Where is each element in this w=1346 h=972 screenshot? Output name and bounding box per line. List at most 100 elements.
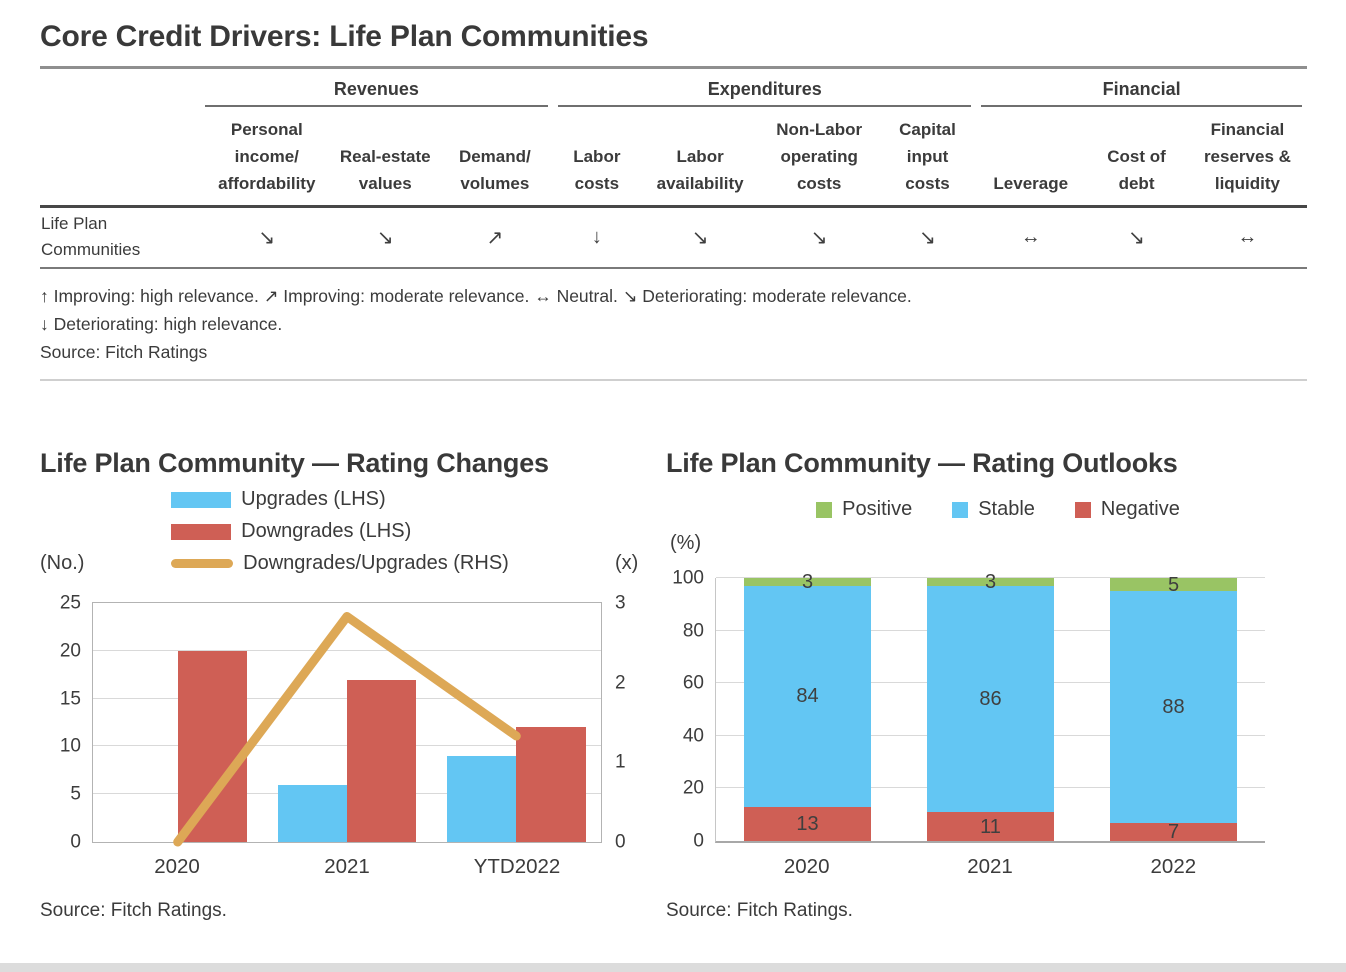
group-label-expenditures: Expenditures xyxy=(558,79,972,107)
downgrades-upgrades-line-swatch xyxy=(171,559,234,568)
segment-stable-2020 xyxy=(744,585,871,807)
rating-outlooks-x-axis: 2020 2021 2022 xyxy=(715,855,1265,879)
segment-value-label: 13 xyxy=(796,812,819,835)
segment-value-label: 7 xyxy=(1167,820,1180,843)
gridline xyxy=(93,649,601,651)
footnote-line-2: ↓ Deteriorating: high relevance. xyxy=(40,314,283,335)
downgrades-swatch xyxy=(171,523,232,540)
table-row-life-plan-communities: Life Plan Communities ↘ ↘ ↗ ↓ ↘ ↘ ↘ ↔ ↘ … xyxy=(40,206,1307,270)
y-axis-tick-left: 20 xyxy=(682,777,704,799)
column-header-labor-availability: Labor availability xyxy=(640,107,760,208)
trend-arrow-real-estate: ↘ xyxy=(333,206,437,270)
segment-value-label: 3 xyxy=(801,570,814,593)
column-header-cost-of-debt: Cost of debt xyxy=(1085,107,1188,208)
table-footnotes: ↑ Improving: high relevance. ↗ Improving… xyxy=(40,282,1307,366)
right-axis-unit-label: (x) xyxy=(615,552,639,574)
y-axis-tick-left: 60 xyxy=(682,672,704,694)
x-axis-label: 2020 xyxy=(783,855,830,878)
rating-outlooks-title: Life Plan Community — Rating Outlooks xyxy=(666,448,1178,478)
rating-changes-source: Source: Fitch Ratings. xyxy=(40,900,227,921)
percent-axis-unit-label: (%) xyxy=(670,532,702,554)
column-header-non-labor-costs: Non-Labor operating costs xyxy=(759,107,879,208)
core-credit-drivers-section: Core Credit Drivers: Life Plan Communiti… xyxy=(40,20,1307,382)
segment-value-label: 88 xyxy=(1162,695,1185,718)
column-header-capital-input: Capital input costs xyxy=(878,107,977,208)
legend-label-negative: Negative xyxy=(1100,498,1180,520)
bar-upgrades-2021 xyxy=(277,784,347,842)
legend-item-positive: Positive xyxy=(816,498,912,521)
legend-label-upgrades: Upgrades (LHS) xyxy=(241,488,386,510)
y-axis-tick-left: 80 xyxy=(682,620,704,642)
trend-arrow-non-labor-costs: ↘ xyxy=(759,206,879,270)
legend-item-downgrades: Downgrades (LHS) xyxy=(171,520,411,543)
upgrades-swatch xyxy=(171,491,232,508)
x-axis-label: 2020 xyxy=(154,855,200,878)
trend-arrow-personal-income: ↘ xyxy=(199,206,334,270)
row-label: Life Plan Communities xyxy=(40,206,200,270)
title-rule xyxy=(40,66,1307,69)
segment-value-label: 84 xyxy=(796,685,819,708)
empty-cell xyxy=(40,71,200,107)
rating-outlooks-legend: Positive Stable Negative xyxy=(666,498,1330,521)
legend-item-downgrades-upgrades: Downgrades/Upgrades (RHS) xyxy=(171,552,509,575)
column-header-demand: Demand/ volumes xyxy=(436,107,554,208)
segment-value-label: 3 xyxy=(984,570,997,593)
segment-negative-2020 xyxy=(744,806,871,841)
empty-cell xyxy=(40,107,200,208)
y-axis-tick-left: 20 xyxy=(59,640,81,662)
y-axis-tick-left: 0 xyxy=(70,831,81,853)
segment-negative-2022 xyxy=(1110,822,1237,841)
y-axis-tick-left: 10 xyxy=(59,735,81,757)
trend-arrow-labor-availability: ↘ xyxy=(640,206,760,270)
segment-value-label: 5 xyxy=(1167,573,1180,596)
legend-label-positive: Positive xyxy=(842,498,913,520)
legend-label-downgrades: Downgrades (LHS) xyxy=(241,520,412,542)
y-axis-tick-left: 100 xyxy=(672,567,704,589)
y-axis-tick-left: 40 xyxy=(682,725,704,747)
legend-item-negative: Negative xyxy=(1074,498,1180,521)
y-axis-tick-right: 0 xyxy=(615,831,626,853)
legend-label-stable: Stable xyxy=(978,498,1035,520)
section-bottom-rule xyxy=(40,379,1307,382)
trend-arrow-cost-of-debt: ↘ xyxy=(1085,206,1188,270)
bar-downgrades-2021 xyxy=(347,679,417,842)
column-header-financial-reserves: Financial reserves & liquidity xyxy=(1187,107,1307,208)
legend-item-upgrades: Upgrades (LHS) xyxy=(171,488,386,511)
rating-changes-title: Life Plan Community — Rating Changes xyxy=(40,448,549,478)
segment-value-label: 11 xyxy=(980,815,1001,838)
x-axis-label: 2021 xyxy=(967,855,1013,878)
legend-item-stable: Stable xyxy=(952,498,1035,521)
y-axis-tick-right: 3 xyxy=(615,592,626,614)
segment-negative-2021 xyxy=(927,812,1054,841)
group-header-expenditures: Expenditures xyxy=(553,71,976,107)
table-source: Source: Fitch Ratings xyxy=(40,342,208,363)
trend-arrow-financial-reserves: ↔ xyxy=(1187,206,1307,270)
positive-swatch xyxy=(816,501,833,518)
rating-outlooks-source: Source: Fitch Ratings. xyxy=(666,900,853,921)
bar-upgrades-YTD2022 xyxy=(446,756,517,842)
rating-changes-plot-area: 0 5 10 15 20 25 0 1 2 3 xyxy=(60,594,626,852)
core-credit-drivers-table: Revenues Expenditures Financial Personal… xyxy=(40,71,1307,270)
segment-positive-2021 xyxy=(927,578,1054,586)
table-group-header-row: Revenues Expenditures Financial xyxy=(40,71,1307,107)
column-header-leverage: Leverage xyxy=(976,107,1086,208)
rating-outlooks-chart: Life Plan Community — Rating Outlooks Po… xyxy=(666,448,1330,938)
page-title: Core Credit Drivers: Life Plan Communiti… xyxy=(40,20,649,53)
group-label-financial: Financial xyxy=(981,79,1302,107)
column-header-personal-income: Personal income/ affordability xyxy=(199,107,334,208)
group-header-financial: Financial xyxy=(976,71,1307,107)
legend-label-downgrades-upgrades: Downgrades/Upgrades (RHS) xyxy=(243,552,509,574)
rating-changes-chart: Life Plan Community — Rating Changes Upg… xyxy=(40,448,640,938)
y-axis-tick-left: 5 xyxy=(70,783,81,805)
trend-arrow-capital-input: ↘ xyxy=(878,206,977,270)
page-bottom-strip xyxy=(0,963,1346,972)
x-axis-label: 2021 xyxy=(324,855,370,878)
rating-changes-x-axis: 2020 2021 YTD2022 xyxy=(92,855,602,879)
bar-downgrades-2020 xyxy=(177,650,248,842)
left-axis-unit-label: (No.) xyxy=(40,552,85,574)
rating-changes-legend: Upgrades (LHS) Downgrades (LHS) Downgrad… xyxy=(171,488,509,575)
group-header-revenues: Revenues xyxy=(200,71,553,107)
y-axis-tick-right: 1 xyxy=(615,751,626,773)
downgrades-upgrades-trend-line xyxy=(173,612,521,847)
